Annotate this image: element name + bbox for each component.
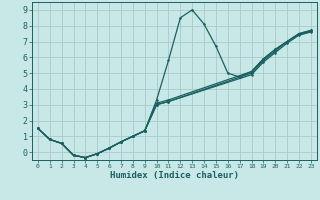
X-axis label: Humidex (Indice chaleur): Humidex (Indice chaleur) bbox=[110, 171, 239, 180]
